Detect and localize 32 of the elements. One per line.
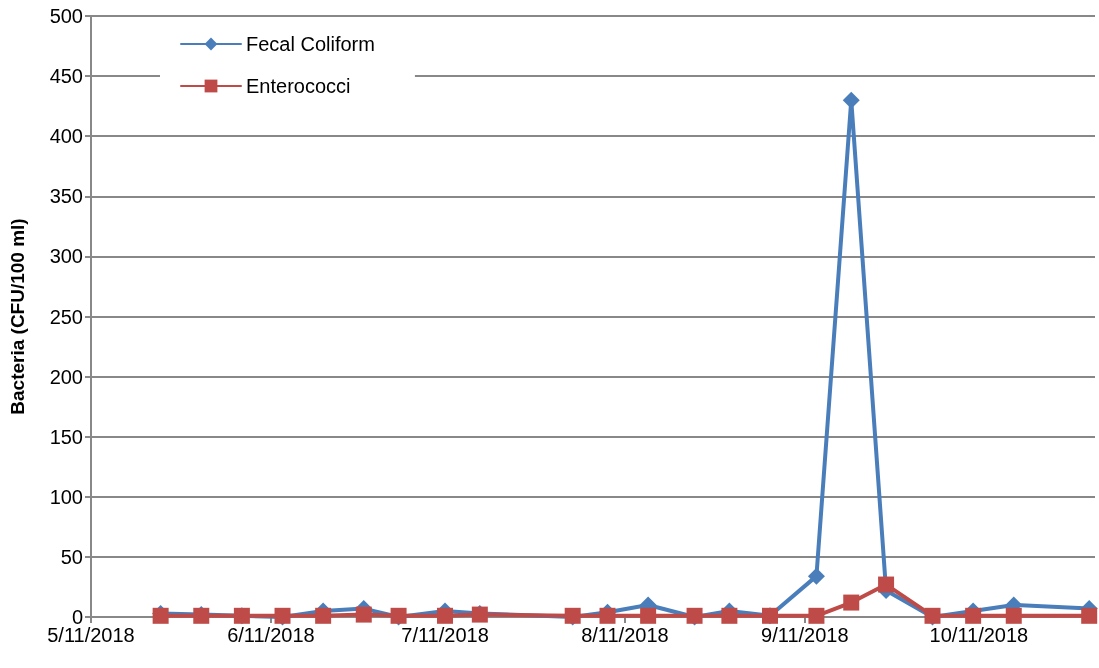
y-tick-label: 250 xyxy=(49,305,83,328)
y-tick-label: 500 xyxy=(49,5,83,27)
y-tick-label: 350 xyxy=(49,185,83,208)
point xyxy=(807,567,825,585)
point xyxy=(437,607,454,624)
x-tick-label: 7/11/2018 xyxy=(401,624,489,646)
y-tick-label: 200 xyxy=(49,365,83,388)
point xyxy=(808,607,825,624)
y-tick-label: 450 xyxy=(49,65,83,88)
y-axis-title: Bacteria (CFU/100 ml) xyxy=(7,218,28,415)
x-tick-label: 10/11/2018 xyxy=(929,624,1029,646)
point xyxy=(315,607,332,624)
y-tick-label: 50 xyxy=(60,545,83,568)
point xyxy=(1081,607,1098,624)
x-tick-label: 6/11/2018 xyxy=(227,624,315,646)
x-tick-label: 9/11/2018 xyxy=(761,624,849,646)
point xyxy=(965,607,982,624)
point xyxy=(599,607,616,624)
point xyxy=(640,607,657,624)
point xyxy=(842,91,860,109)
point xyxy=(721,607,738,624)
legend-label: Enterococci xyxy=(246,75,351,97)
point xyxy=(843,594,860,611)
legend-label: Fecal Coliform xyxy=(246,33,375,55)
y-tick-label: 100 xyxy=(49,485,83,508)
y-tick-label: 400 xyxy=(49,125,83,148)
point xyxy=(1005,607,1022,624)
y-tick-label: 300 xyxy=(49,245,83,268)
point xyxy=(878,576,895,593)
y-tick-label: 150 xyxy=(49,425,83,448)
point xyxy=(355,606,372,623)
x-tick-label: 8/11/2018 xyxy=(581,624,669,646)
